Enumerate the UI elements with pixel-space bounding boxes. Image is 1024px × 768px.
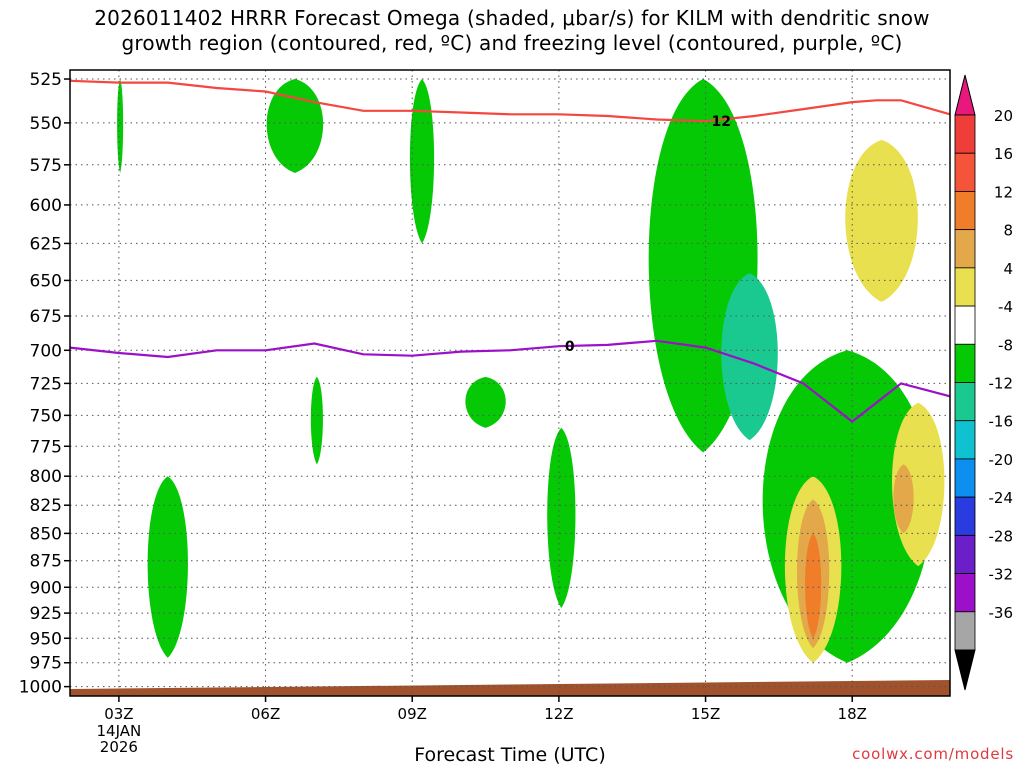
y-tick-label: 850 [30, 524, 62, 544]
y-tick-label: 875 [30, 552, 62, 572]
x-tick-label: 06Z [251, 705, 280, 723]
colorbar-label: 4 [1003, 260, 1013, 278]
omega-region-0 [117, 79, 124, 173]
x-tick-label: 09Z [398, 705, 427, 723]
omega-region-2 [409, 79, 435, 244]
colorbar-segment [954, 496, 976, 536]
colorbar-label: -20 [989, 451, 1014, 469]
colorbar-label: -12 [989, 375, 1014, 393]
x-tick-sublabel: 14JAN [97, 722, 142, 740]
x-tick-label: 15Z [691, 705, 720, 723]
y-tick-label: 775 [30, 437, 62, 457]
y-tick-label: 1000 [19, 678, 62, 698]
colorbar-label: -16 [989, 413, 1014, 431]
omega-region-3 [310, 376, 323, 465]
omega-fill-layer [117, 79, 945, 663]
colorbar-label: 8 [1003, 222, 1013, 240]
colorbar-segment [954, 152, 976, 192]
colorbar-segment [954, 382, 976, 422]
colorbar-segment [954, 458, 976, 498]
x-tick-sublabel: 2026 [100, 738, 138, 756]
colorbar-bottom-arrow [954, 649, 976, 691]
x-axis-label-text: Forecast Time (UTC) [414, 744, 606, 766]
colorbar-segment [954, 229, 976, 269]
title-line-2: growth region (contoured, red, ºC) and f… [121, 31, 903, 55]
colorbar-segment [954, 305, 976, 345]
y-tick-label: 550 [30, 114, 62, 134]
colorbar-segment [954, 267, 976, 307]
colorbar-label: -28 [989, 527, 1014, 545]
y-tick-label: 525 [30, 70, 62, 90]
y-tick-label: 750 [30, 406, 62, 426]
omega-region-6 [147, 476, 188, 658]
omega-region-5 [547, 427, 576, 608]
omega-region-13 [805, 533, 822, 639]
y-axis: 525 550 575 600 625 650 675 700 725 750 775 800 825 8… [19, 70, 70, 698]
colorbar-segment [954, 420, 976, 460]
x-tick-label: 12Z [544, 705, 573, 723]
x-tick-label: 03Z [104, 705, 133, 723]
contour-line-0 [69, 339, 951, 423]
title-line-1: 2026011402 HRRR Forecast Omega (shaded, … [94, 6, 930, 30]
y-tick-label: 575 [30, 156, 62, 176]
terrain-layer [70, 680, 950, 696]
colorbar-segment [954, 191, 976, 231]
colorbar-label: 12 [994, 183, 1013, 201]
omega-region-1 [266, 79, 324, 173]
y-tick-label: 725 [30, 374, 62, 394]
y-tick-label: 600 [30, 196, 62, 216]
y-tick-label: 975 [30, 654, 62, 674]
colorbar-segment [954, 114, 976, 154]
chart-title: 2026011402 HRRR Forecast Omega (shaded, … [0, 6, 1024, 56]
y-tick-label: 800 [30, 467, 62, 487]
y-tick-label: 625 [30, 234, 62, 254]
colorbar-label: -24 [989, 489, 1014, 507]
y-tick-label: 900 [30, 578, 62, 598]
colorbar: 20 16 12 8 4 -4 -8 -12 -16 -20 -24 -28 -32 -36 [954, 74, 1014, 691]
y-tick-label: 650 [30, 271, 62, 291]
y-tick-label: 825 [30, 496, 62, 516]
colorbar-label: 20 [994, 107, 1013, 125]
colorbar-label: 16 [994, 145, 1013, 163]
colorbar-label: -32 [989, 566, 1014, 584]
colorbar-label: -8 [998, 336, 1013, 354]
colorbar-top-arrow [954, 74, 976, 116]
y-tick-label: 950 [30, 629, 62, 649]
colorbar-segment [954, 573, 976, 613]
source-credit: coolwx.com/models [852, 745, 1014, 763]
omega-region-9 [721, 273, 778, 441]
omega-region-4 [465, 376, 506, 428]
colorbar-segment [954, 534, 976, 574]
contour-label-12: 12 [712, 114, 731, 130]
omega-region-15 [893, 464, 914, 534]
x-axis-label: Forecast Time (UTC) [300, 744, 720, 766]
y-tick-label: 700 [30, 341, 62, 361]
contour-layer: 12 0 [69, 79, 951, 423]
colorbar-label: -4 [998, 298, 1013, 316]
colorbar-segment [954, 343, 976, 383]
colorbar-label: -36 [989, 604, 1014, 622]
colorbar-segment [954, 611, 976, 651]
contour-label-0: 0 [565, 339, 575, 355]
contour-line-12 [69, 79, 951, 123]
terrain-surface [70, 680, 950, 696]
x-tick-label: 18Z [838, 705, 867, 723]
omega-region-10 [845, 139, 918, 302]
grid-layer [70, 70, 950, 696]
y-tick-label: 675 [30, 307, 62, 327]
y-tick-label: 925 [30, 604, 62, 624]
